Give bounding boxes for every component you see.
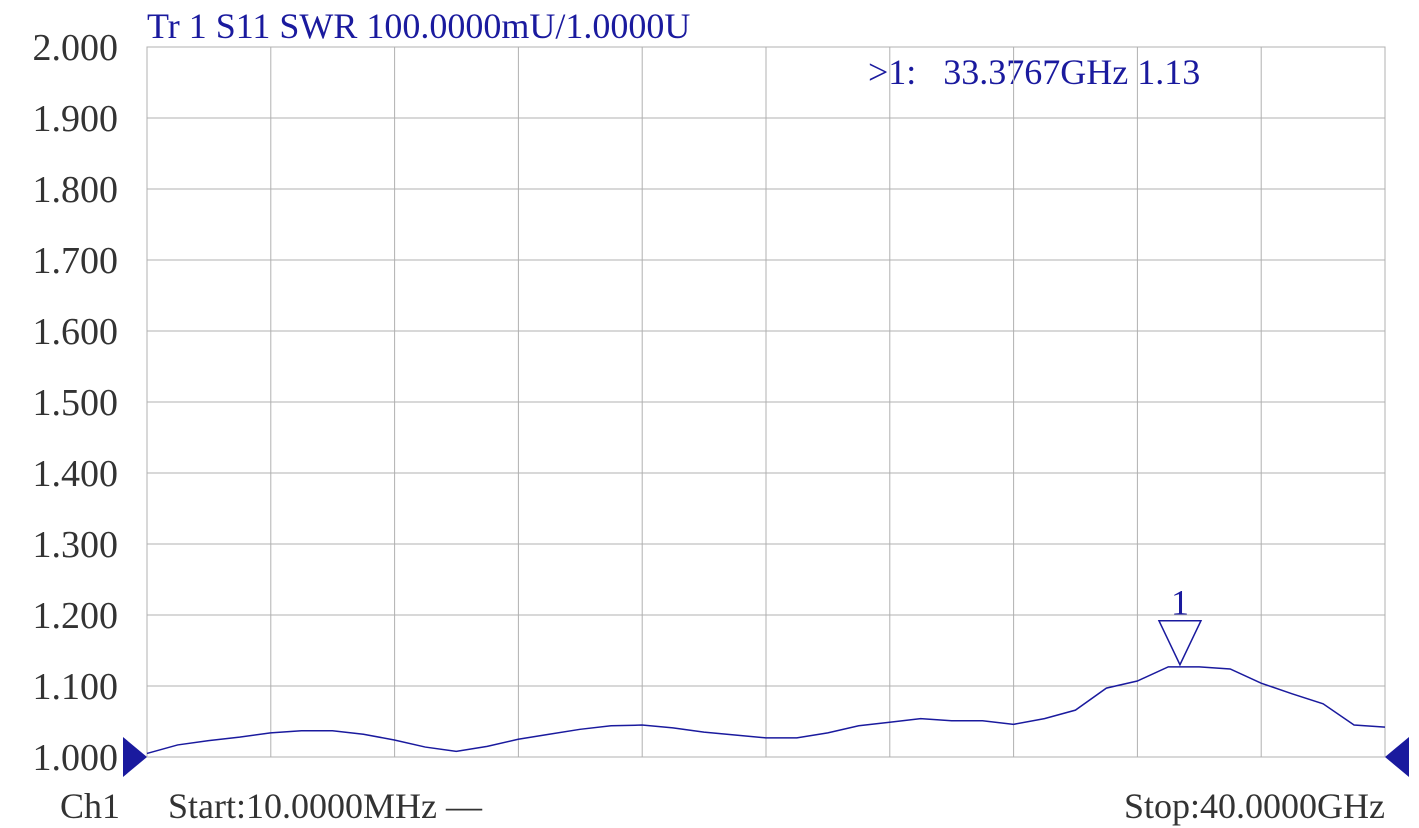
y-tick-label: 1.100 [33,666,119,708]
y-tick-label: 1.200 [33,595,119,637]
trace [146,666,1386,755]
marker-readout: >1: 33.3767GHz 1.13 [868,52,1200,92]
stop-label: Stop:40.0000GHz [1124,786,1385,826]
marker-triangle [1157,619,1203,667]
y-tick-label: 1.900 [33,98,119,140]
start-label: Start:10.0000MHz — [168,786,483,826]
y-tick-label: 2.000 [33,27,119,69]
ref-arrow-left [123,737,147,777]
ref-arrow-right [1385,737,1409,777]
y-tick-label: 1.000 [33,737,119,779]
marker-label: 1 [1171,583,1189,623]
y-tick-label: 1.300 [33,524,119,566]
y-tick-label: 1.600 [33,311,119,353]
channel-label: Ch1 [60,786,120,826]
y-tick-label: 1.700 [33,240,119,282]
y-tick-label: 1.800 [33,169,119,211]
y-tick-label: 1.400 [33,453,119,495]
trace-title: Tr 1 S11 SWR 100.0000mU/1.0000U [147,6,690,46]
y-tick-label: 1.500 [33,382,119,424]
